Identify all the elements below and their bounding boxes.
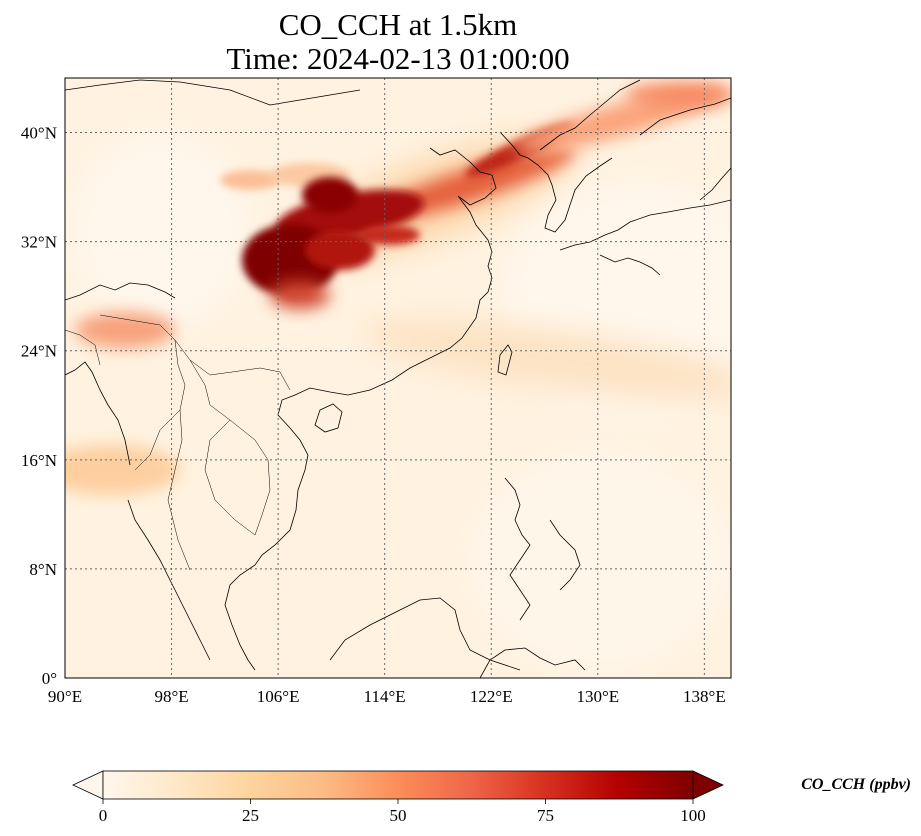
country-borders (65, 314, 291, 571)
lat-tick-label: 40°N (21, 124, 57, 143)
lat-tick-label: 8°N (29, 560, 57, 579)
colorbar-tick-label: 100 (680, 806, 706, 825)
colorbar: 0 25 50 75 100 CO_CCH (ppbv) (72, 770, 911, 825)
concentration-field (65, 78, 731, 678)
lon-tick-label: 98°E (154, 687, 188, 706)
gridlines (65, 78, 731, 678)
colorbar-ticks: 0 25 50 75 100 (99, 799, 706, 825)
colorbar-tick-label: 25 (242, 806, 259, 825)
colorbar-gradient (102, 770, 694, 800)
lat-tick-label: 0° (42, 669, 57, 688)
lon-tick-label: 122°E (470, 687, 513, 706)
colorbar-extend-min (72, 770, 104, 800)
lat-tick-label: 32°N (21, 233, 57, 252)
colorbar-label: CO_CCH (ppbv) (801, 776, 911, 793)
lon-tick-label: 114°E (364, 687, 406, 706)
colorbar-extend-max (692, 770, 724, 800)
map-subtitle: Time: 2024-02-13 01:00:00 (226, 41, 570, 76)
longitude-ticks: 90°E 98°E 106°E 114°E 122°E 130°E 138°E (48, 687, 726, 706)
lon-tick-label: 90°E (48, 687, 82, 706)
colorbar-tick-label: 0 (99, 806, 108, 825)
latitude-ticks: 0° 8°N 16°N 24°N 32°N 40°N (21, 124, 57, 688)
colorbar-tick-label: 75 (537, 806, 554, 825)
lon-tick-label: 138°E (683, 687, 726, 706)
map-frame (64, 77, 732, 679)
lon-tick-label: 106°E (257, 687, 300, 706)
lat-tick-label: 24°N (21, 342, 57, 361)
colorbar-tick-label: 50 (390, 806, 407, 825)
lat-tick-label: 16°N (21, 451, 57, 470)
map-title: CO_CCH at 1.5km (278, 7, 518, 42)
coastlines (65, 79, 731, 678)
lon-tick-label: 130°E (576, 687, 619, 706)
